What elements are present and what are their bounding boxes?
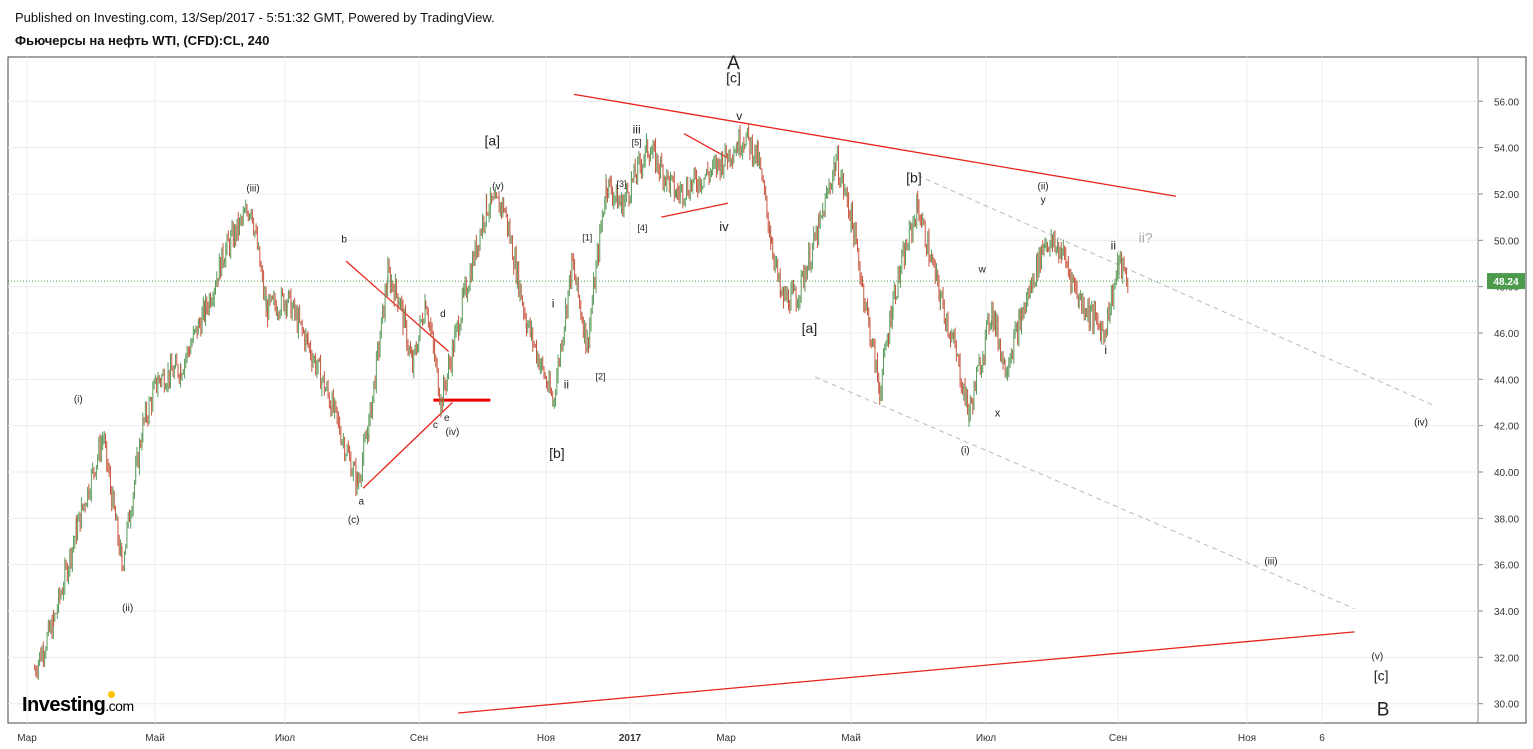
x-tick-label: Май <box>145 733 165 744</box>
wave-label: (v) <box>492 181 504 192</box>
x-tick-label: Мар <box>716 733 736 744</box>
y-tick-label: 30.00 <box>1494 700 1519 711</box>
logo-suffix: .com <box>105 698 134 714</box>
wave-label: (iv) <box>1414 418 1428 429</box>
investing-logo: Investing.com <box>22 691 134 717</box>
symbol-title: Фьючерсы на нефть WTI, (CFD):CL, 240 <box>15 33 270 48</box>
x-tick-label: Ноя <box>537 733 555 744</box>
wave-label: [b] <box>549 445 565 461</box>
trendlines <box>345 93 1433 714</box>
x-tick-label: Июл <box>275 733 295 744</box>
trendline <box>362 402 453 489</box>
wave-label: c <box>433 420 438 431</box>
wave-label: (i) <box>74 394 83 405</box>
wave-label: (c) <box>348 515 360 526</box>
wave-label: b <box>341 235 347 246</box>
x-tick-label: Май <box>841 733 861 744</box>
wave-label: [1] <box>582 232 592 242</box>
x-tick-label: Мар <box>17 733 37 744</box>
wave-label: (i) <box>961 445 970 456</box>
trendline <box>917 174 1433 406</box>
y-tick-label: 40.00 <box>1494 468 1519 479</box>
x-tick-label: Сен <box>410 733 428 744</box>
price-series <box>34 124 1129 680</box>
logo-dot-icon <box>108 691 115 698</box>
wave-label: [c] <box>1374 668 1389 684</box>
wave-label: [a] <box>802 320 818 336</box>
y-tick-label: 52.00 <box>1494 190 1519 201</box>
wave-label: v <box>736 109 742 123</box>
y-tick-label: 42.00 <box>1494 422 1519 433</box>
wave-label: [4] <box>637 223 647 233</box>
wave-label: ii <box>564 378 569 392</box>
wave-label: e <box>444 413 450 424</box>
wave-label: (iii) <box>246 184 259 195</box>
wave-label: iv <box>719 219 729 234</box>
wave-label: ii? <box>1139 230 1153 246</box>
wave-label: (v) <box>1372 652 1384 663</box>
wave-label: [a] <box>485 132 501 148</box>
last-price-tag <box>1487 273 1525 290</box>
published-note: Published on Investing.com, 13/Sep/2017 … <box>15 10 495 25</box>
grid <box>8 57 1478 723</box>
y-tick-label: 50.00 <box>1494 236 1519 247</box>
wave-label: iii <box>633 123 641 137</box>
wave-label: ii <box>1111 239 1116 253</box>
wave-label: a <box>358 496 364 507</box>
y-tick-label: 34.00 <box>1494 607 1519 618</box>
y-tick-label: 32.00 <box>1494 653 1519 664</box>
wave-label: i <box>1104 343 1107 357</box>
last-price-label: 48.24 <box>1493 277 1518 288</box>
x-tick-label: 2017 <box>619 733 642 744</box>
wave-label: d <box>440 309 446 320</box>
wave-label: [3] <box>616 179 626 189</box>
trendline <box>814 376 1355 610</box>
wave-label: x <box>995 407 1001 419</box>
trendline <box>683 133 727 158</box>
plot-frame <box>7 56 1527 724</box>
wave-label: [5] <box>632 137 642 147</box>
y-tick-label: 44.00 <box>1494 375 1519 386</box>
x-tick-label: 6 <box>1319 733 1325 744</box>
wave-label: y <box>1041 195 1046 206</box>
wave-labels: (i)(ii)(iii)ba(c)dce(iv)(v)[a]iii[b][1][… <box>74 53 1428 720</box>
wave-label: A <box>727 53 740 74</box>
y-tick-label: 56.00 <box>1494 97 1519 108</box>
wave-label: (iii) <box>1264 557 1277 568</box>
wave-label: (iv) <box>445 427 459 438</box>
y-tick-label: 46.00 <box>1494 329 1519 340</box>
wave-label: [c] <box>726 70 741 86</box>
y-tick-label: 54.00 <box>1494 144 1519 155</box>
y-axis: 30.00 32.00 34.00 36.00 38.00 40.00 42.00 44.00… <box>1478 97 1519 711</box>
trendline <box>573 93 1177 197</box>
trendline <box>345 260 450 353</box>
wave-label: (ii) <box>122 603 133 614</box>
x-tick-label: Июл <box>976 733 996 744</box>
x-tick-label: Ноя <box>1238 733 1256 744</box>
wave-label: (ii) <box>1038 181 1049 192</box>
wave-label: B <box>1377 699 1390 720</box>
y-tick-label: 36.00 <box>1494 561 1519 572</box>
x-axis: Мар Май Июл Сен Ноя 2017 Мар Май Июл Сен Ноя 6 <box>17 733 1325 744</box>
trendline <box>458 631 1355 714</box>
x-tick-label: Сен <box>1109 733 1127 744</box>
wave-label: i <box>552 296 555 310</box>
y-tick-label: 38.00 <box>1494 514 1519 525</box>
wave-label: [b] <box>906 169 922 185</box>
logo-main: Investing <box>22 694 106 716</box>
trendline <box>661 202 728 218</box>
wave-label: [2] <box>596 371 606 381</box>
last-price-line: 48.24 <box>8 273 1525 290</box>
wave-label: w <box>978 265 987 276</box>
